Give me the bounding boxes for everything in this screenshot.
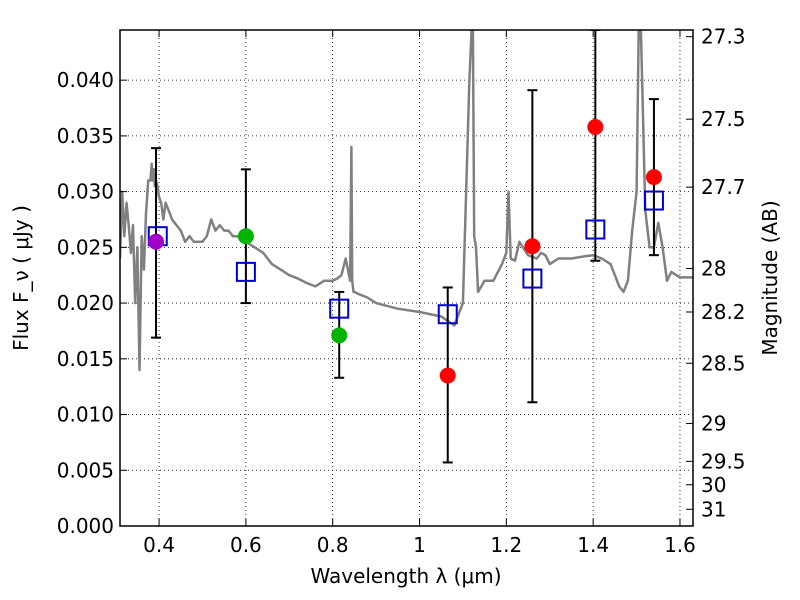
- model-square-marker: [522, 268, 543, 289]
- observed-point: [645, 169, 662, 186]
- right-axis-label: Magnitude (AB): [758, 200, 782, 355]
- plot-area: [120, 30, 693, 464]
- x-tick-label: 1.6: [664, 533, 696, 557]
- right-tick-label: 27.7: [701, 175, 746, 199]
- y-tick-label: 0.025: [57, 235, 114, 259]
- right-tick-label: 30: [701, 473, 726, 497]
- x-axis-label: Wavelength λ (μm): [310, 564, 501, 588]
- model-square-marker: [437, 304, 458, 325]
- right-tick-label: 27.5: [701, 107, 746, 131]
- right-tick-label: 28.5: [701, 351, 746, 375]
- observed-point: [237, 228, 254, 245]
- right-tick-label: 27.3: [701, 25, 746, 49]
- x-tick-label: 0.8: [317, 533, 349, 557]
- model-square-marker: [643, 190, 664, 211]
- x-tick-label: 1: [413, 533, 426, 557]
- y-tick-label: 0.005: [57, 458, 114, 482]
- y-axis-label: Flux F_ν ( μJy ): [9, 205, 33, 351]
- model-square-marker: [585, 219, 606, 240]
- observed-point: [148, 233, 165, 250]
- data-marks: [120, 30, 693, 464]
- y-tick-label: 0.015: [57, 347, 114, 371]
- right-tick-label: 29: [701, 411, 726, 435]
- right-tick-label: 29.5: [701, 449, 746, 473]
- model-square-marker: [329, 298, 350, 319]
- axis-ticks: 0.4 0.6 0.8 1 1.2 1.4 1.6 0.000 0.005 0.010 0.015 0…: [57, 25, 746, 557]
- right-tick-label: 28: [701, 257, 726, 281]
- model-square-marker: [235, 261, 256, 282]
- y-tick-label: 0.035: [57, 124, 114, 148]
- x-tick-label: 1.2: [490, 533, 522, 557]
- y-tick-label: 0.040: [57, 68, 114, 92]
- x-tick-label: 0.4: [143, 533, 175, 557]
- observed-point: [524, 238, 541, 255]
- right-tick-label: 31: [701, 497, 726, 521]
- observed-point: [331, 327, 348, 344]
- right-tick-label: 28.2: [701, 300, 746, 324]
- plot-frame: [119, 29, 694, 527]
- observed-point: [587, 118, 604, 135]
- y-tick-label: 0.020: [57, 291, 114, 315]
- x-tick-label: 0.6: [230, 533, 262, 557]
- observed-point: [439, 367, 456, 384]
- y-tick-label: 0.010: [57, 403, 114, 427]
- y-tick-label: 0.030: [57, 180, 114, 204]
- x-tick-label: 1.4: [577, 533, 609, 557]
- y-tick-label: 0.000: [57, 514, 114, 538]
